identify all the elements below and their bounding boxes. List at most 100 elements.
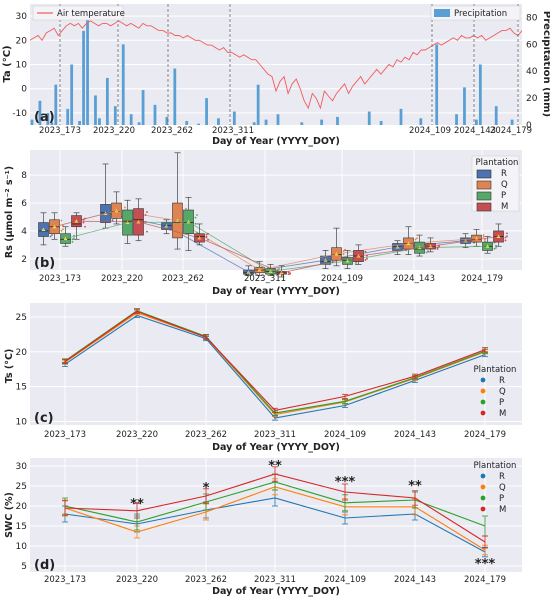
panel-d-significance-label: *** <box>335 475 356 490</box>
panel-b-jitter-point <box>146 230 148 233</box>
panel-b-legend-title: Plantation <box>476 158 519 168</box>
panel-b-mean-line <box>54 210 477 271</box>
panel-b-jitter-point <box>51 234 53 236</box>
panel-d-legend-marker <box>480 484 486 490</box>
panel-b-legend-swatch <box>476 180 492 190</box>
panel-c-legend-marker <box>480 377 486 383</box>
panel-c-legend-marker <box>480 410 486 416</box>
panel-b-jitter-point <box>504 236 507 239</box>
panel-a-precip-bar <box>478 64 482 125</box>
panel-a-precip-bar <box>185 120 189 125</box>
panel-d-x-tick-label: 2024_143 <box>394 575 436 585</box>
panel-b-jitter-point <box>414 238 417 241</box>
panel-a-right-tick-label: 80 <box>526 13 538 23</box>
panel-a-precip-bar <box>121 44 125 126</box>
panel-d-x-tick-label: 2023_262 <box>185 575 227 585</box>
panel-a-precip-bar <box>435 44 439 126</box>
panel-c-x-axis-label: Day of Year (YYYY_DOY) <box>212 442 340 453</box>
panel-a-precip-bar <box>336 116 339 125</box>
panel-b-tick-label: 2 <box>21 255 27 265</box>
panel-d-x-tick-label: 2023_220 <box>116 575 158 585</box>
panel-a-precip-bar <box>54 84 58 125</box>
panel-b-jitter-point <box>62 228 64 231</box>
panel-b-mean-marker <box>74 219 79 223</box>
panel-b-x-axis-label: Day of Year (YYYY_DOY) <box>212 286 340 297</box>
panel-a-precip-bar <box>367 111 371 125</box>
panel-b-jitter-point <box>71 241 74 243</box>
panel-b-jitter-point <box>438 245 440 248</box>
panel-b-tick-label: 6 <box>21 199 27 209</box>
panel-a-precip-bar <box>264 119 268 125</box>
panel-a-left-tick-label: -10 <box>12 109 27 119</box>
panel-a-precip-bar <box>399 108 403 125</box>
panel-d-y-axis-label: SWC (%) <box>4 492 15 538</box>
panel-a-precip-bar <box>98 118 101 125</box>
panel-a-y-axis-label: Ta (°C) <box>2 45 13 82</box>
panel-b-tick-label: 4 <box>21 227 27 237</box>
panel-a-x-tick-label: 2024_143 <box>454 126 496 136</box>
panel-b-jitter-point <box>73 237 75 240</box>
panel-b-legend-swatch <box>476 191 492 201</box>
panel-a-precip-bar <box>165 116 169 125</box>
panel-b-jitter-point <box>364 259 367 261</box>
panel-b-mean-marker <box>485 244 490 248</box>
panel-a-left-tick-label: 0 <box>21 85 27 95</box>
panel-c-x-tick-label: 2023_262 <box>185 430 227 440</box>
panel-a-precip-bar <box>320 119 324 125</box>
panel-b-jitter-point <box>506 235 508 238</box>
panel-a-y-right-axis-label: Precipitation (mm) <box>541 11 550 117</box>
panel-a-precip-bar <box>379 120 383 125</box>
panel-b-jitter-point <box>205 233 208 236</box>
panel-b-jitter-point <box>278 268 280 270</box>
panel-a-precip-bar <box>463 87 466 125</box>
panel-d-legend-label: M <box>499 505 506 515</box>
panel-d-panel-label: (d) <box>34 558 55 573</box>
panel-b-legend-swatch <box>476 202 492 212</box>
panel-c-x-tick-label: 2024_143 <box>394 430 436 440</box>
panel-d-significance-label: * <box>203 481 210 496</box>
panel-b-x-tick-label: 2024_143 <box>393 274 435 284</box>
panel-a-precip-bar <box>419 118 423 125</box>
panel-b-jitter-point <box>366 254 368 257</box>
panel-b-jitter-point <box>111 219 114 222</box>
panel-b-mean-marker <box>496 234 501 239</box>
panel-a-left-tick-label: 30 <box>16 12 28 22</box>
panel-a-precip-bar <box>256 84 260 125</box>
panel-b-jitter-point <box>124 206 126 209</box>
panel-c-background <box>30 303 522 425</box>
panel-a-legend-box <box>32 5 124 21</box>
panel-a-precip-bar <box>300 122 304 125</box>
panel-b-jitter-point <box>506 232 508 235</box>
panel-c-legend-label: Q <box>499 387 506 397</box>
panel-b-jitter-point <box>436 246 439 249</box>
panel-d-x-tick-label: 2024_179 <box>464 575 506 585</box>
panel-b-jitter-point <box>342 253 345 256</box>
panel-c-x-tick-label: 2023_220 <box>116 430 158 440</box>
panel-d-tick-label: 10 <box>16 542 28 552</box>
panel-a-precip-bar <box>70 64 74 125</box>
panel-a-precip-bar <box>105 77 109 125</box>
panel-a-precip-bar <box>217 118 220 125</box>
panel-b-mean-line <box>76 220 499 274</box>
panel-b-jitter-point <box>287 273 290 276</box>
panel-d-tick-label: 15 <box>16 522 27 532</box>
panel-a-precip-bar <box>86 6 89 126</box>
panel-d-legend-marker <box>480 473 486 479</box>
panel-b-jitter-point <box>196 214 198 216</box>
panel-a-panel-label: (a) <box>34 110 55 125</box>
panel-d-background <box>30 458 522 572</box>
panel-c-tick-label: 20 <box>16 348 28 358</box>
panel-b-jitter-point <box>196 231 198 234</box>
panel-b-jitter-point <box>185 207 187 210</box>
panel-c-legend-title: Plantation <box>474 365 517 375</box>
panel-d-x-axis-label: Day of Year (YYYY_DOY) <box>212 586 340 597</box>
panel-a-precip-bar <box>66 108 70 125</box>
panel-c-legend-marker <box>480 399 486 405</box>
panel-d-legend-label: P <box>499 494 504 504</box>
panel-b-jitter-point <box>194 222 197 225</box>
panel-b-jitter-point <box>207 239 209 241</box>
panel-b-jitter-point <box>366 257 368 260</box>
panel-b-x-tick-label: 2023_262 <box>162 274 204 284</box>
panel-b-jitter-point <box>82 218 85 221</box>
panel-b-jitter-point <box>205 235 208 238</box>
